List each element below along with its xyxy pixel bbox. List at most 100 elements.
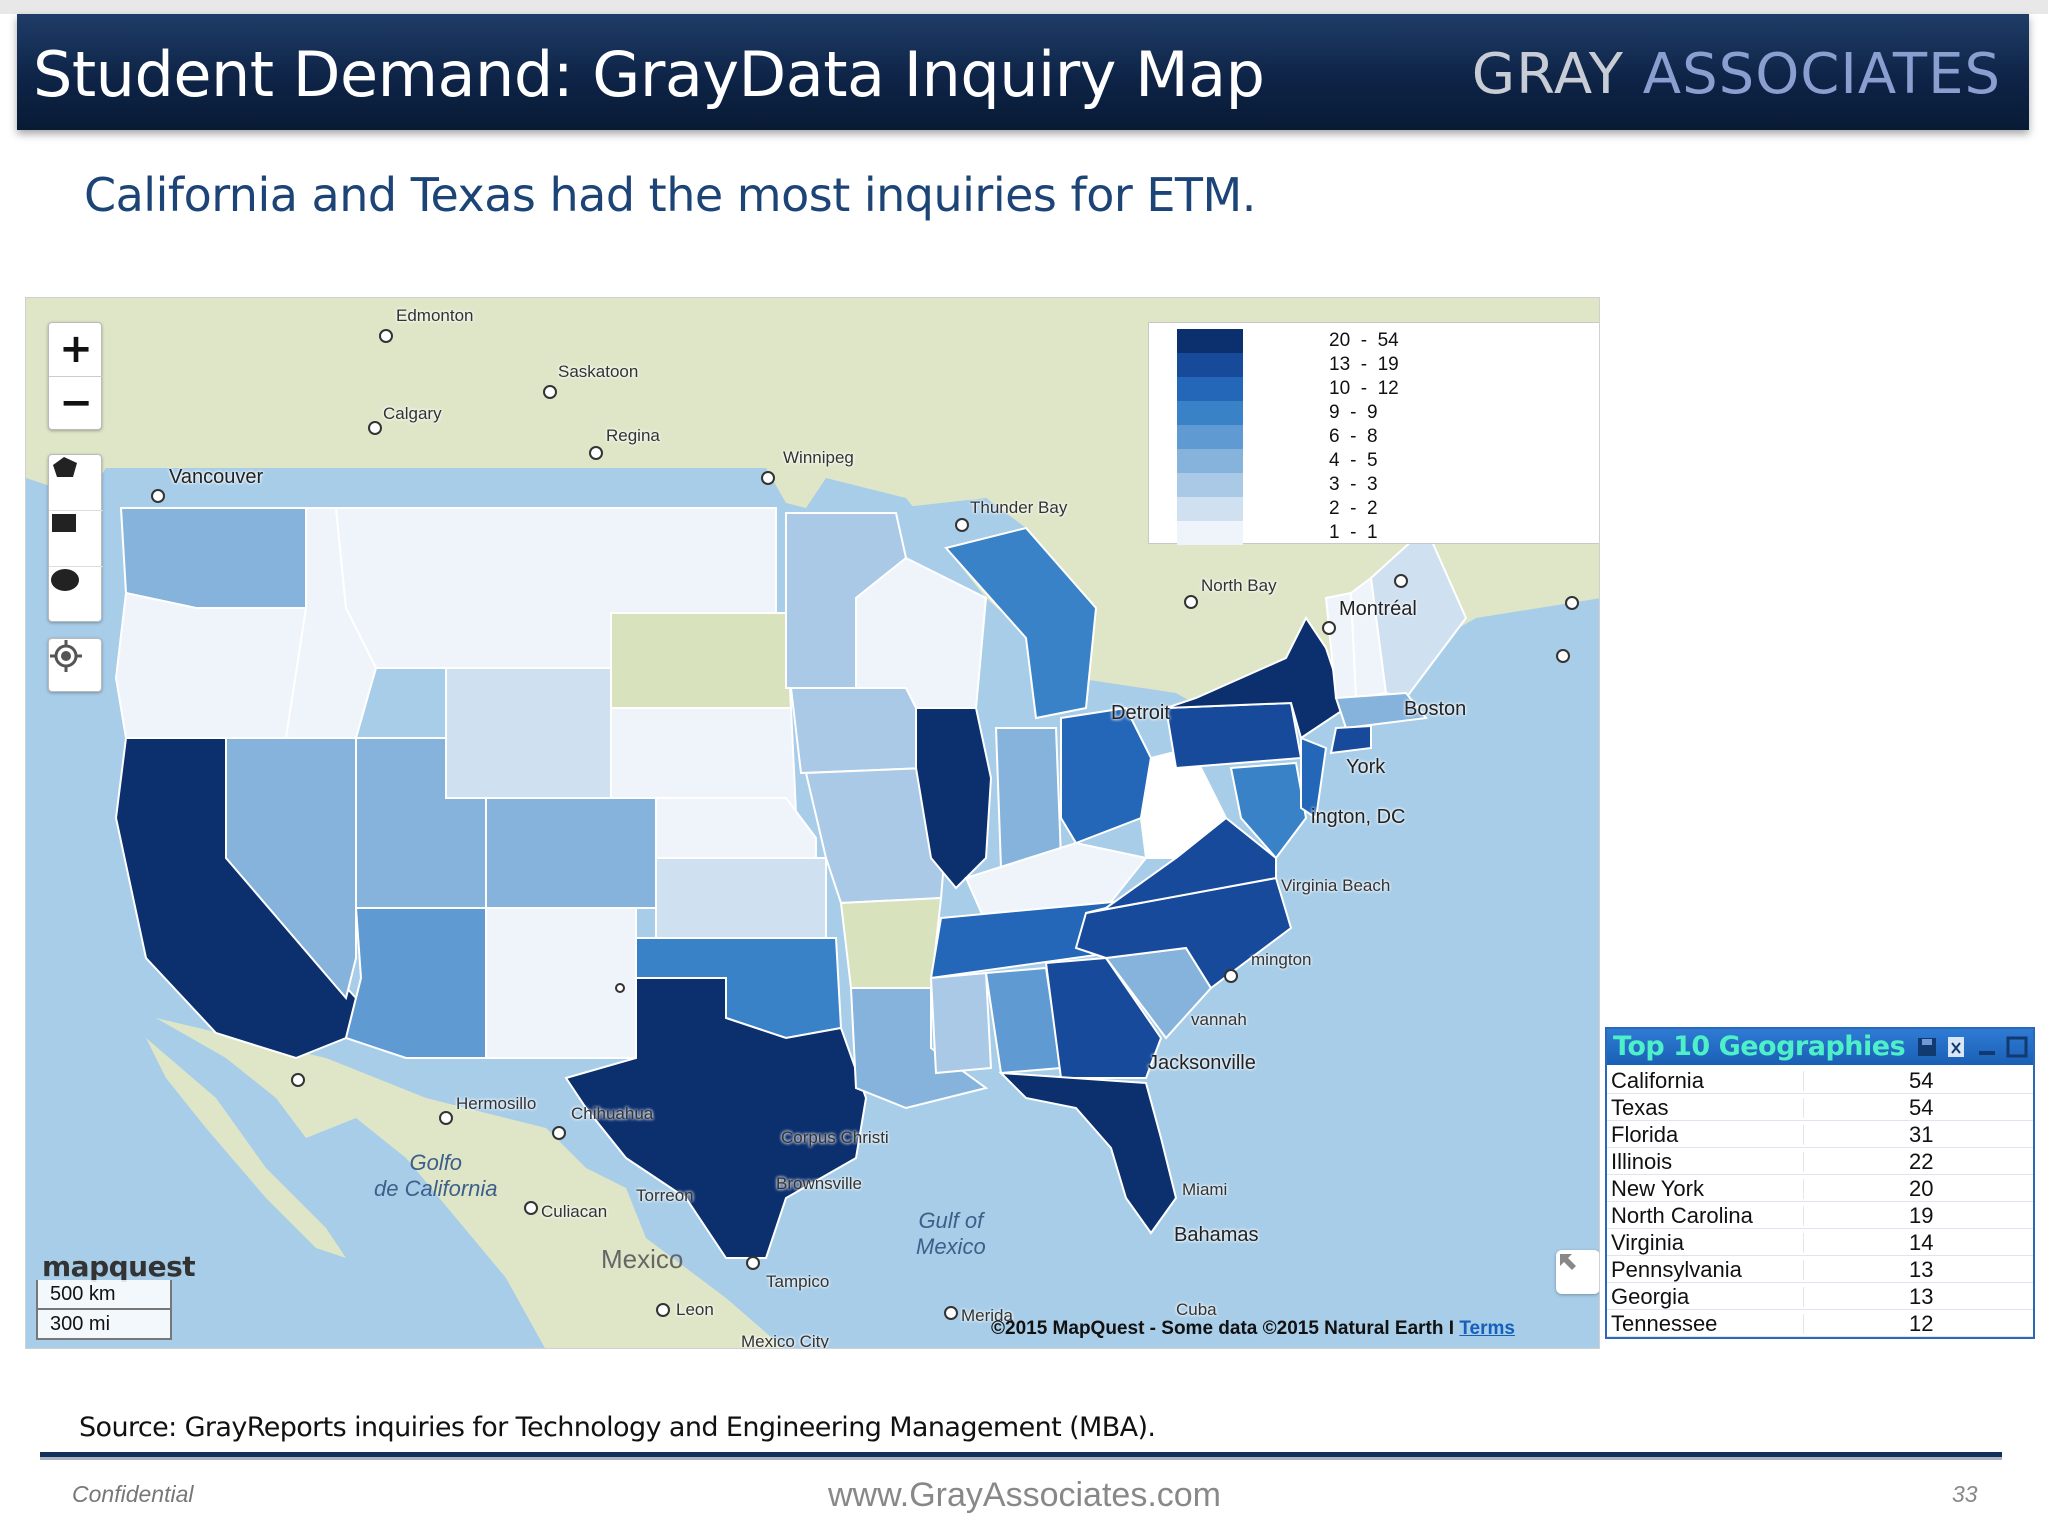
state-wyoming[interactable] xyxy=(445,667,612,799)
ellipse-icon xyxy=(51,569,79,591)
legend-label: 3 - 3 xyxy=(1329,474,1378,495)
city-label: Jacksonville xyxy=(1148,1052,1256,1074)
draw-tools xyxy=(48,454,103,623)
geography-name: Georgia xyxy=(1611,1284,1690,1309)
legend-label: 2 - 2 xyxy=(1329,498,1378,519)
table-row: Texas 54 xyxy=(1607,1094,2033,1121)
attribution-text: ©2015 MapQuest - Some data ©2015 Natural… xyxy=(991,1318,1460,1339)
city-label: Saskatoon xyxy=(558,362,639,381)
city-label: Virginia Beach xyxy=(1281,876,1391,895)
state-iowa[interactable] xyxy=(789,687,928,775)
top10-title: Top 10 Geographies xyxy=(1613,1031,1906,1062)
legend-swatch xyxy=(1177,329,1243,353)
page-number: 33 xyxy=(1952,1481,1978,1507)
legend-label: 6 - 8 xyxy=(1329,426,1378,447)
table-row: Tennessee 12 xyxy=(1607,1310,2033,1337)
state-north-dakota[interactable] xyxy=(610,612,793,709)
state-connecticut[interactable] xyxy=(1329,724,1372,755)
legend-label: 13 - 19 xyxy=(1329,354,1399,375)
geography-name: Pennsylvania xyxy=(1611,1257,1742,1282)
expand-map-button[interactable] xyxy=(1556,1250,1599,1294)
inquiry-count: 31 xyxy=(1909,1122,1934,1147)
state-florida[interactable] xyxy=(998,1071,1178,1235)
arrow-up-left-icon xyxy=(1560,1254,1576,1270)
inquiry-count: 20 xyxy=(1909,1176,1934,1201)
state-mississippi[interactable] xyxy=(929,971,993,1075)
inquiry-count: 19 xyxy=(1909,1203,1934,1228)
city-markers xyxy=(151,329,1579,1320)
state-georgia[interactable] xyxy=(1044,956,1163,1079)
minimize-icon[interactable] xyxy=(1975,1035,1999,1059)
draw-rectangle-button[interactable] xyxy=(49,511,103,567)
scale-bar-mi: 300 mi xyxy=(36,1310,172,1340)
column-divider xyxy=(1803,1260,1804,1280)
geography-name: California xyxy=(1611,1068,1704,1093)
website-link[interactable]: www.GrayAssociates.com xyxy=(828,1476,1221,1514)
city-label: Cuba xyxy=(1176,1300,1217,1319)
rectangle-icon xyxy=(52,514,76,532)
inquiry-count: 54 xyxy=(1909,1068,1934,1093)
state-texas[interactable] xyxy=(564,977,868,1259)
state-oregon[interactable] xyxy=(114,591,308,739)
baja-land xyxy=(146,1038,346,1258)
state-colorado[interactable] xyxy=(485,797,657,909)
column-divider xyxy=(1803,1152,1804,1172)
export-excel-icon[interactable] xyxy=(1945,1035,1969,1059)
terms-link[interactable]: Terms xyxy=(1459,1318,1515,1339)
state-massachusetts[interactable] xyxy=(1334,691,1428,730)
polygon-icon xyxy=(53,457,77,477)
top10-toolbar xyxy=(1915,1035,2029,1059)
geography-name: North Carolina xyxy=(1611,1203,1753,1228)
state-michigan[interactable] xyxy=(944,526,1098,720)
state-washington[interactable] xyxy=(119,507,307,609)
top10-geographies-table: Top 10 Geographies California 54 Texas 54 Fl… xyxy=(1605,1027,2035,1339)
city-label: Regina xyxy=(606,426,660,445)
draw-polygon-button[interactable] xyxy=(49,455,103,511)
map-attribution: ©2015 MapQuest - Some data ©2015 Natural… xyxy=(991,1318,1515,1340)
column-divider xyxy=(1803,1179,1804,1199)
city-label: Miami xyxy=(1182,1180,1228,1199)
city-label: Vancouver xyxy=(169,466,264,488)
legend-swatch xyxy=(1177,353,1243,377)
geography-name: Virginia xyxy=(1611,1230,1684,1255)
state-arizona[interactable] xyxy=(344,907,487,1059)
state-nevada[interactable] xyxy=(225,737,357,1001)
state-kansas[interactable] xyxy=(655,857,827,939)
table-row: Pennsylvania 13 xyxy=(1607,1256,2033,1283)
legend-swatch xyxy=(1177,401,1243,425)
table-row: Virginia 14 xyxy=(1607,1229,2033,1256)
state-new-mexico[interactable] xyxy=(485,907,637,1059)
state-arkansas[interactable] xyxy=(839,896,943,989)
state-pennsylvania[interactable] xyxy=(1164,701,1303,770)
column-divider xyxy=(1803,1233,1804,1253)
state-indiana[interactable] xyxy=(994,727,1063,870)
draw-circle-button[interactable] xyxy=(49,567,103,623)
save-icon[interactable] xyxy=(1915,1035,1939,1059)
city-label: Mexico City xyxy=(741,1332,829,1349)
state-illinois[interactable] xyxy=(915,707,993,890)
legend-swatch xyxy=(1177,449,1243,473)
us-states xyxy=(114,507,1468,1259)
legend-swatch xyxy=(1177,425,1243,449)
state-new-jersey[interactable] xyxy=(1300,736,1328,820)
logo-gray: GRAY xyxy=(1471,42,1624,107)
zoom-out-button[interactable]: − xyxy=(59,380,93,426)
column-divider xyxy=(1803,1314,1804,1334)
legend-swatch xyxy=(1177,521,1243,545)
locate-button[interactable] xyxy=(48,638,102,692)
city-label: Boston xyxy=(1404,698,1467,720)
scale-bar-km: 500 km xyxy=(36,1280,172,1310)
column-divider xyxy=(1803,1125,1804,1145)
water-label: Gulf of Mexico xyxy=(916,1208,986,1259)
city-label: vannah xyxy=(1191,1010,1247,1029)
city-label: ington, DC xyxy=(1311,806,1406,828)
city-label: Edmonton xyxy=(396,306,474,325)
city-label: Leon xyxy=(676,1300,714,1319)
maximize-icon[interactable] xyxy=(2005,1035,2029,1059)
inquiry-map[interactable]: + − 20 - 54 13 - 19 10 - 12 9 - 9 6 - 8 4 - 5… xyxy=(25,297,1600,1349)
state-maryland[interactable] xyxy=(1229,761,1308,860)
inquiry-count: 13 xyxy=(1909,1284,1934,1309)
city-label: Calgary xyxy=(383,404,442,423)
city-label: North Bay xyxy=(1201,576,1277,595)
zoom-in-button[interactable]: + xyxy=(49,323,103,377)
